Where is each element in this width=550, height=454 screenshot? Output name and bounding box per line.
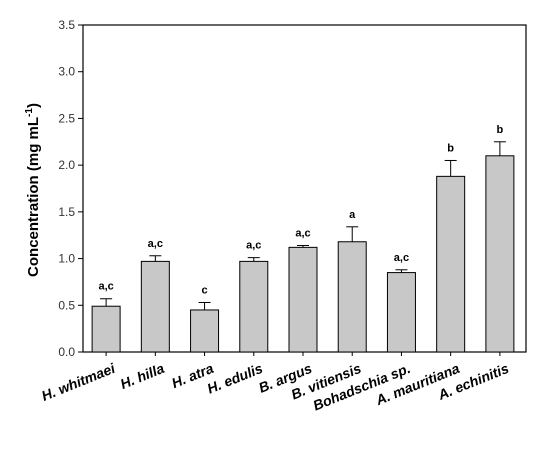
y-tick-label: 3.5 — [58, 18, 75, 32]
y-axis-label: Concentration (mg mL-1) — [24, 103, 42, 277]
y-tick-label: 1.0 — [58, 252, 75, 266]
bar — [485, 155, 515, 353]
significance-label: a,c — [98, 281, 113, 293]
significance-label: a,c — [295, 227, 310, 239]
significance-label: c — [201, 284, 207, 296]
bar — [140, 260, 170, 353]
bar — [239, 260, 269, 353]
significance-label: b — [497, 124, 504, 136]
y-tick-label: 0.5 — [58, 298, 75, 312]
y-tick-label: 3.0 — [58, 65, 75, 79]
x-tick-label: H. whitmaei — [39, 360, 118, 404]
y-axis: 0.0 0.5 1.0 1.5 2.0 2.5 3.0 3.5 — [58, 18, 83, 359]
y-tick-label: 0.0 — [58, 345, 75, 359]
y-tick-label: 1.5 — [58, 205, 75, 219]
x-tick-label: H. hilla — [118, 360, 167, 392]
bar — [386, 272, 416, 353]
bar — [190, 309, 220, 353]
significance-label: a,c — [394, 252, 409, 264]
bar — [91, 305, 121, 353]
bars: a,c a,c c a,c a,c a a,c b b — [91, 124, 515, 353]
significance-label: b — [447, 142, 454, 154]
x-tick-label: H. edulis — [205, 360, 265, 397]
bar — [436, 175, 466, 353]
y-tick-label: 2.5 — [58, 111, 75, 125]
bar — [337, 241, 367, 353]
significance-label: a — [349, 209, 356, 221]
bar — [288, 246, 318, 353]
significance-label: a,c — [148, 238, 163, 250]
significance-label: a,c — [246, 240, 261, 252]
y-tick-label: 2.0 — [58, 158, 75, 172]
